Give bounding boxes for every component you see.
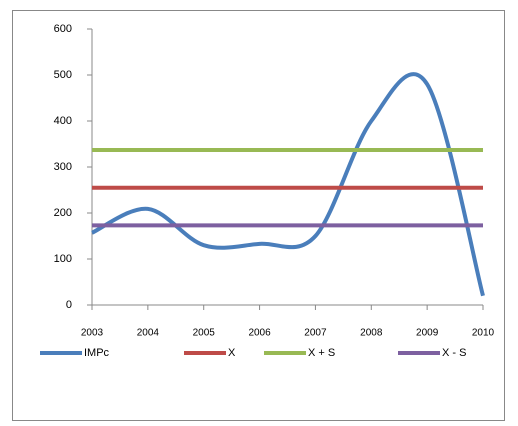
legend-label: IMPc: [84, 347, 110, 359]
series-line: [91, 72, 485, 297]
legend-label: X: [228, 347, 236, 359]
x-tick-label: 2010: [472, 328, 495, 339]
legend-label: X - S: [442, 347, 466, 359]
x-tick-label: 2006: [248, 328, 271, 339]
y-tick-label: 0: [66, 299, 72, 311]
legend-label: X + S: [308, 347, 335, 359]
y-tick-label: 300: [54, 161, 72, 173]
x-tick-label: 2005: [193, 328, 216, 339]
y-tick-label: 500: [54, 69, 72, 81]
chart-frame: [12, 10, 505, 421]
y-tick-label: 100: [54, 253, 72, 265]
y-tick-label: 200: [54, 207, 72, 219]
y-tick-label: 600: [54, 23, 72, 35]
x-tick-label: 2008: [360, 328, 383, 339]
x-tick-label: 2004: [137, 328, 160, 339]
y-tick-label: 400: [54, 115, 72, 127]
x-tick-label: 2007: [304, 328, 327, 339]
x-tick-label: 2003: [81, 328, 104, 339]
x-tick-label: 2009: [416, 328, 439, 339]
